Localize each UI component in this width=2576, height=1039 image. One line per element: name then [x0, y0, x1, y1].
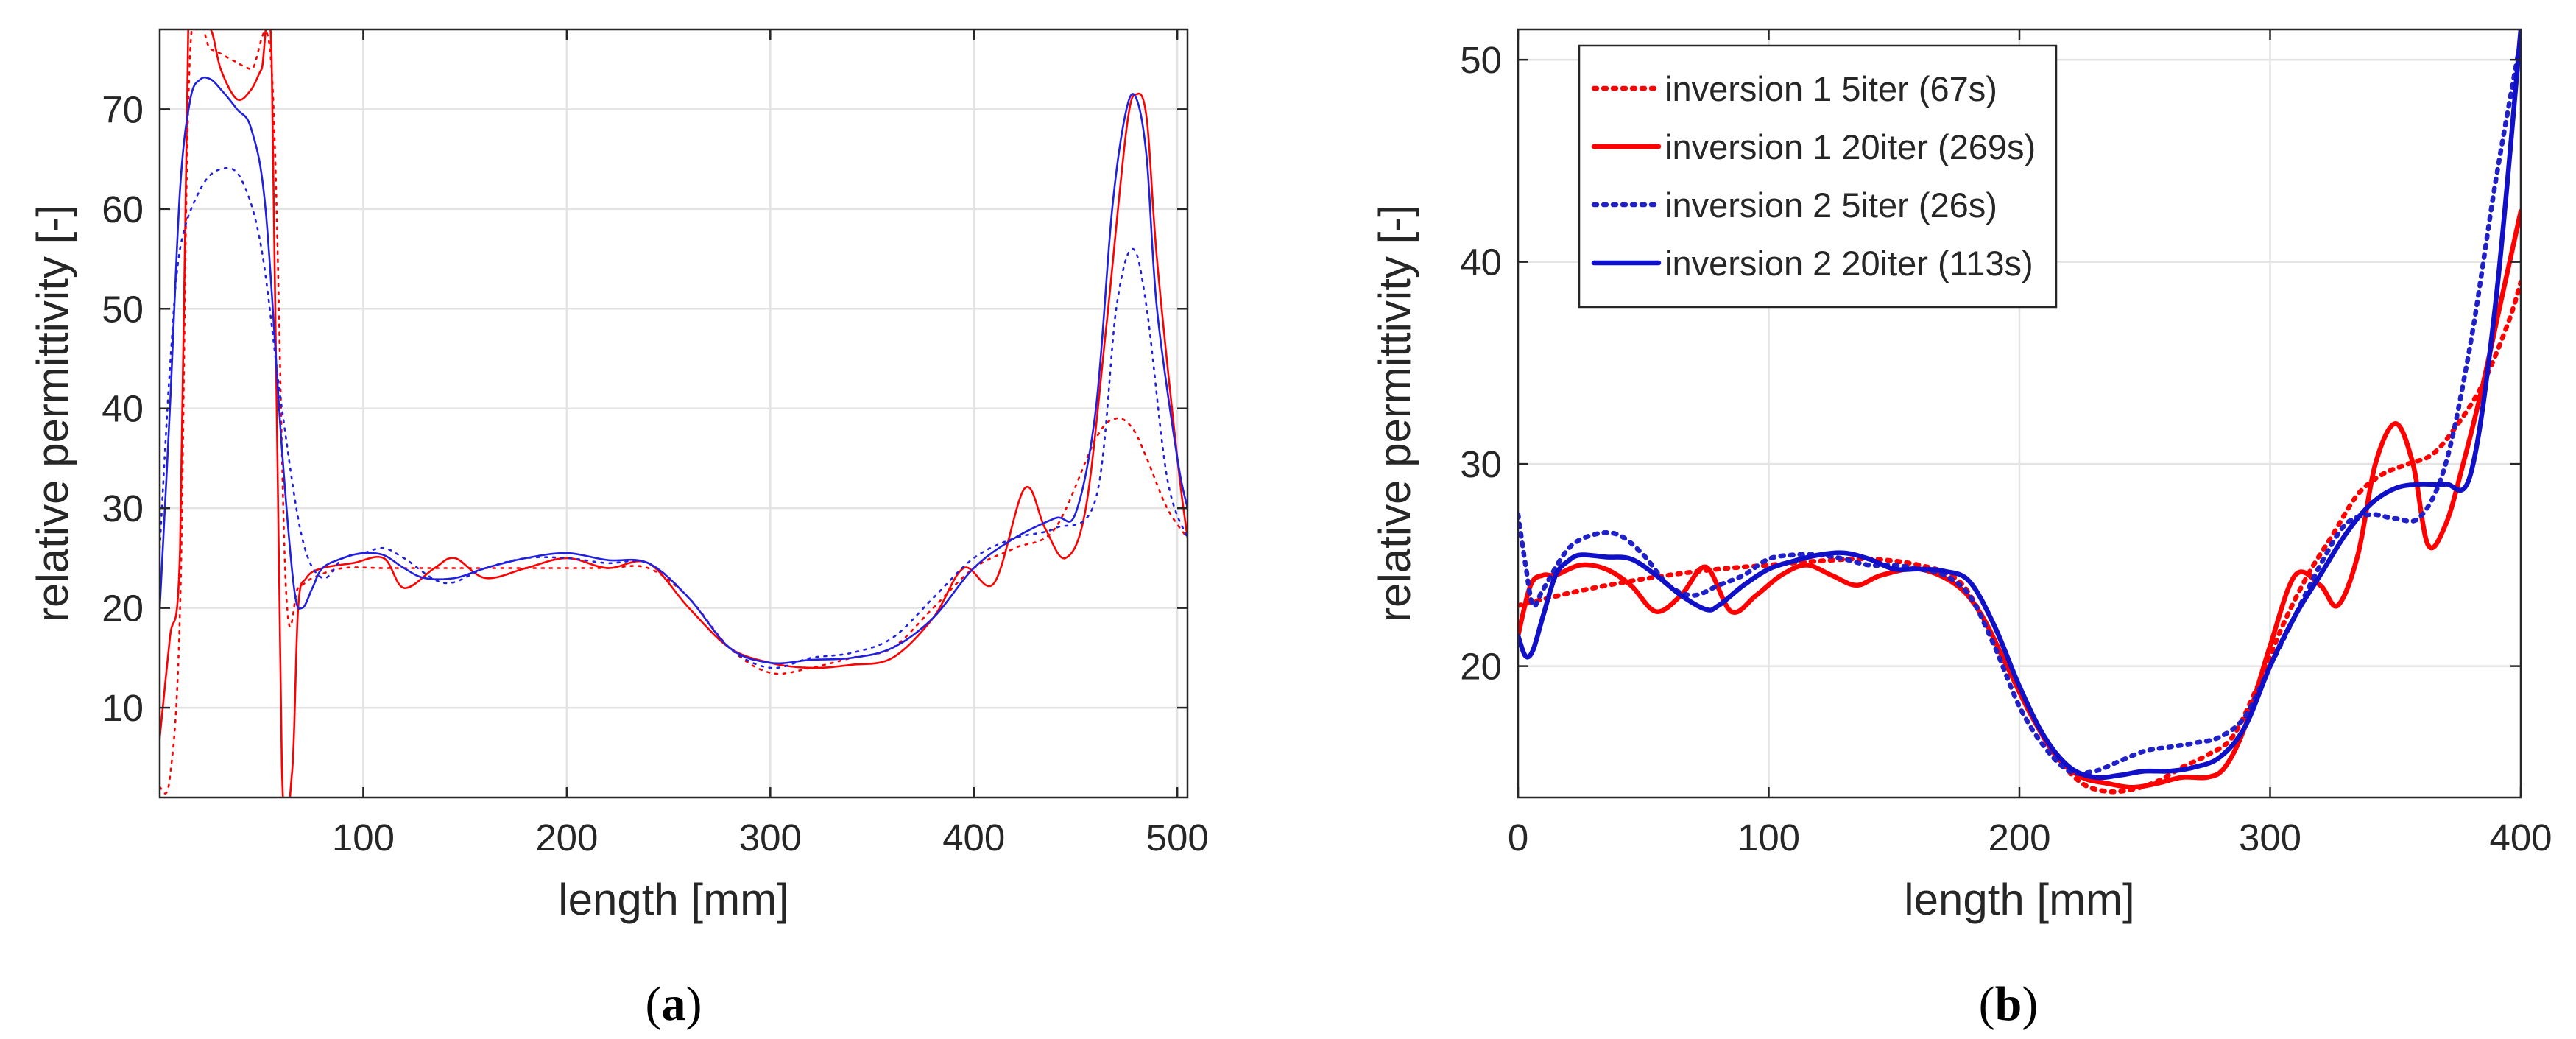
series-line-4	[160, 76, 1188, 665]
series-group	[160, 29, 1188, 797]
y-axis-label: relative permittivity [-]	[28, 205, 77, 622]
caption-open-paren: (	[1979, 977, 1995, 1031]
caption-close-paren: )	[2022, 977, 2038, 1031]
panel-a: 100 200 300 400 500 10 20 30 40 50 60 70 length [mm]…	[28, 28, 1209, 1031]
y-tick-label: 20	[102, 588, 144, 630]
x-axis-label: length [mm]	[1904, 875, 2134, 924]
y-tick-label: 10	[102, 687, 144, 729]
panel-caption: (a)	[646, 977, 702, 1031]
y-tick-label: 30	[1460, 443, 1502, 485]
y-tick-label: 50	[1460, 39, 1502, 81]
legend-entry-1: inversion 1 5iter (67s)	[1665, 69, 1997, 108]
y-tick-label: 60	[102, 189, 144, 230]
caption-open-paren: (	[646, 977, 662, 1031]
caption-close-paren: )	[686, 977, 702, 1031]
y-axis-label: relative permittivity [-]	[1370, 205, 1419, 622]
caption-letter: a	[662, 977, 686, 1031]
panel-caption: (b)	[1979, 977, 2039, 1031]
x-tick-label: 400	[942, 817, 1005, 859]
x-tick-label: 400	[2489, 817, 2552, 859]
x-tick-label: 100	[1737, 817, 1800, 859]
x-tick-label: 500	[1146, 817, 1209, 859]
x-axis-label: length [mm]	[558, 875, 788, 924]
y-tick-label: 30	[102, 487, 144, 529]
x-tick-label: 0	[1508, 817, 1528, 859]
y-tick-label: 70	[102, 88, 144, 130]
y-tick-label: 40	[102, 388, 144, 430]
series-line-3	[1518, 37, 2521, 776]
x-tick-label: 200	[535, 817, 598, 859]
x-tick-label: 100	[332, 817, 395, 859]
caption-letter: b	[1995, 977, 2022, 1031]
x-tick-label: 200	[1988, 817, 2050, 859]
x-tick-label: 300	[2239, 817, 2301, 859]
legend-entry-3: inversion 2 5iter (26s)	[1665, 186, 1997, 225]
plot-area	[160, 29, 1188, 797]
legend: inversion 1 5iter (67s) inversion 1 20ite…	[1578, 44, 2058, 309]
series-group	[1518, 29, 2521, 795]
panel-b: 0 100 200 300 400 20 30 40 50 length [mm] relative…	[1370, 28, 2552, 1031]
legend-entry-2: inversion 1 20iter (269s)	[1665, 127, 2036, 166]
series-line-2	[1518, 208, 2521, 790]
series-line-2	[160, 29, 1188, 797]
series-line-4	[1518, 29, 2521, 781]
axes-frame	[158, 28, 1189, 799]
y-tick-label: 20	[1460, 646, 1502, 688]
x-tick-label: 300	[739, 817, 802, 859]
series-line-1	[160, 29, 1188, 795]
y-tick-label: 40	[1460, 242, 1502, 283]
y-tick-label: 50	[102, 288, 144, 330]
series-line-3	[160, 166, 1188, 669]
legend-entry-4: inversion 2 20iter (113s)	[1665, 244, 2033, 283]
